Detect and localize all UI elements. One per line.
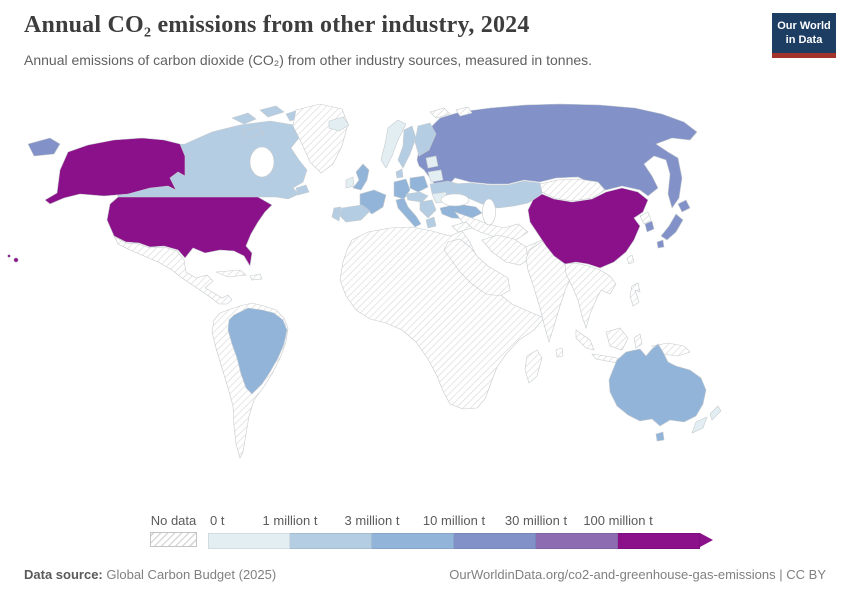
map-region-iceland[interactable] — [329, 117, 349, 131]
data-source: Data source: Global Carbon Budget (2025) — [24, 567, 276, 582]
map-region-greece[interactable] — [426, 217, 436, 228]
legend-no-data-label: No data — [150, 513, 197, 528]
map-region-denmark[interactable] — [396, 169, 403, 178]
legend-bin-label: 30 million t — [504, 513, 568, 528]
map-region-central-asia[interactable] — [455, 212, 528, 240]
map-region-finland[interactable] — [415, 123, 436, 156]
map-region-baltics[interactable] — [426, 156, 438, 168]
owid-logo: Our World in Data — [772, 13, 836, 58]
map-region-africa[interactable] — [340, 227, 544, 409]
map-region-philippines[interactable] — [630, 283, 640, 306]
map-region-sri-lanka[interactable] — [556, 348, 563, 357]
map-region-belarus[interactable] — [428, 170, 443, 182]
hudson-bay — [250, 147, 274, 177]
map-region-alaska[interactable] — [45, 138, 185, 204]
map-region-italy[interactable] — [396, 198, 421, 227]
map-region-svalbard[interactable] — [430, 107, 472, 118]
map-region-mongolia[interactable] — [540, 179, 605, 201]
map-region-tasmania[interactable] — [656, 432, 664, 441]
legend-no-data-swatch[interactable] — [150, 532, 197, 547]
map-region-balkans[interactable] — [420, 200, 436, 218]
legend-bin-1[interactable]: 1 million t — [263, 513, 372, 549]
map-region-united-states[interactable] — [107, 197, 272, 266]
map-region-cuba[interactable] — [216, 270, 246, 277]
map-region-iran[interactable] — [482, 235, 530, 265]
map-region-chukotka[interactable] — [28, 138, 60, 156]
world-map — [0, 100, 850, 505]
legend-arrow — [700, 533, 713, 547]
map-region-poland[interactable] — [410, 176, 428, 192]
map-region-portugal[interactable] — [332, 207, 341, 221]
map-region-south-korea[interactable] — [645, 221, 654, 232]
map-region-brazil[interactable] — [228, 308, 287, 394]
legend-bin-swatch[interactable] — [208, 533, 290, 549]
map-region-southeast-asia[interactable] — [565, 263, 616, 328]
owid-logo-line2: in Data — [785, 34, 823, 47]
caspian-sea — [483, 199, 496, 225]
map-region-middle-east[interactable] — [444, 239, 510, 296]
map-region-hispaniola[interactable] — [250, 274, 262, 280]
legend-bin-label: 100 million t — [583, 513, 653, 528]
license-label: | CC BY — [775, 567, 826, 582]
legend-bin-4[interactable]: 30 million t — [505, 513, 618, 549]
chart-footer: Data source: Global Carbon Budget (2025)… — [24, 567, 826, 582]
map-region-north-korea[interactable] — [640, 212, 651, 224]
map-region-spain[interactable] — [338, 205, 370, 222]
map-region-uk[interactable] — [353, 164, 369, 190]
map-region-china[interactable] — [528, 188, 648, 268]
map-region-newfoundland[interactable] — [296, 185, 309, 195]
choropleth-svg — [0, 100, 850, 505]
data-source-value: Global Carbon Budget (2025) — [102, 567, 277, 582]
legend-no-data[interactable]: No data — [150, 513, 197, 547]
attribution: OurWorldinData.org/co2-and-greenhouse-ga… — [449, 567, 826, 582]
legend-bin-2[interactable]: 3 million t — [345, 513, 454, 549]
map-region-indonesia[interactable] — [576, 328, 642, 363]
legend-bin-5[interactable]: 100 million t — [583, 513, 700, 549]
legend-bin-3[interactable]: 10 million t — [423, 513, 536, 549]
legend-bin-label: 0 t — [210, 513, 225, 528]
map-region-madagascar[interactable] — [525, 350, 542, 383]
map-region-russia[interactable] — [417, 104, 697, 208]
legend-bins: 0 t 1 million t 3 million t 10 million t… — [208, 513, 713, 549]
legend-bin-swatch[interactable] — [290, 533, 372, 549]
map-region-norway[interactable] — [381, 120, 406, 168]
legend-bin-swatch[interactable] — [536, 533, 618, 549]
map-region-caucasus[interactable] — [452, 222, 472, 232]
legend-bin-swatch[interactable] — [372, 533, 454, 549]
owid-link[interactable]: OurWorldinData.org/co2-and-greenhouse-ga… — [449, 567, 776, 582]
legend-bin-label: 3 million t — [344, 513, 400, 528]
black-sea — [441, 194, 469, 206]
legend-bin-swatch[interactable] — [618, 533, 700, 549]
owid-logo-line1: Our World — [777, 20, 831, 32]
map-region-japan[interactable] — [657, 200, 690, 248]
map-region-mexico-central-america[interactable] — [114, 236, 232, 304]
map-region-taiwan[interactable] — [627, 255, 634, 264]
map-region-hawaii[interactable] — [8, 255, 19, 263]
legend-bin-label: 1 million t — [262, 513, 318, 528]
map-region-sweden[interactable] — [398, 126, 416, 168]
map-region-ireland[interactable] — [346, 177, 354, 188]
map-region-new-zealand[interactable] — [692, 406, 721, 433]
map-region-central-europe[interactable] — [406, 192, 428, 202]
legend-bin-0[interactable]: 0 t — [208, 513, 290, 549]
page-title: Annual CO₂ emissions from other industry… — [24, 12, 530, 38]
page-subtitle: Annual emissions of carbon dioxide (CO₂)… — [24, 52, 593, 68]
legend-bin-swatch[interactable] — [454, 533, 536, 549]
map-region-australia[interactable] — [609, 344, 706, 426]
data-source-label: Data source: — [24, 567, 103, 582]
legend-bin-label: 10 million t — [422, 513, 486, 528]
